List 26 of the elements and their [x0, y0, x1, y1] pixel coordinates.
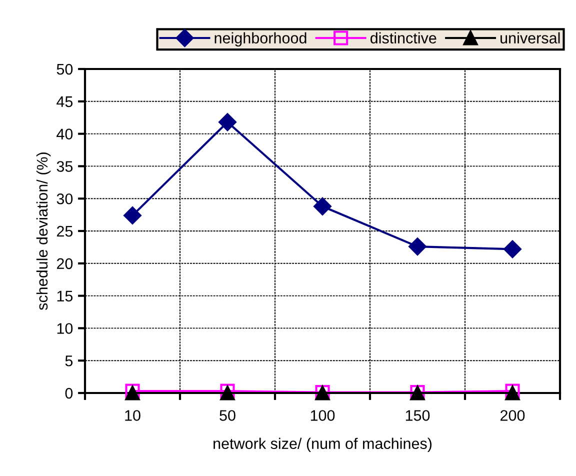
- y-tick-label: 25: [56, 226, 73, 237]
- legend-label: universal: [500, 32, 560, 44]
- y-axis-title: schedule deviation/ (%): [36, 152, 51, 310]
- x-axis-title: network size/ (num of machines): [214, 438, 432, 452]
- point: [504, 240, 522, 258]
- y-tick-label: 20: [56, 258, 73, 270]
- y-tick-label: 30: [56, 193, 73, 204]
- point: [124, 206, 142, 224]
- x-tick-label: 200: [500, 410, 525, 421]
- y-tick-label: 10: [57, 323, 73, 334]
- y-tick-label: 35: [56, 161, 73, 172]
- legend-label: distinctive: [370, 32, 436, 44]
- y-tick-label: 5: [65, 356, 73, 366]
- x-tick-label: 10: [125, 410, 140, 421]
- y-tick-label: 0: [65, 388, 73, 399]
- point: [408, 238, 426, 256]
- legend-label: neighborhood: [214, 32, 306, 47]
- x-tick-label: 150: [406, 410, 430, 421]
- y-tick-label: 45: [56, 96, 73, 108]
- y-tick-label: 40: [56, 128, 73, 140]
- x-tick-label: 50: [220, 410, 236, 421]
- y-tick-label: 50: [56, 64, 73, 75]
- y-tick-label: 15: [57, 290, 73, 302]
- point: [218, 113, 236, 132]
- point: [314, 197, 332, 216]
- x-tick-label: 100: [310, 410, 335, 421]
